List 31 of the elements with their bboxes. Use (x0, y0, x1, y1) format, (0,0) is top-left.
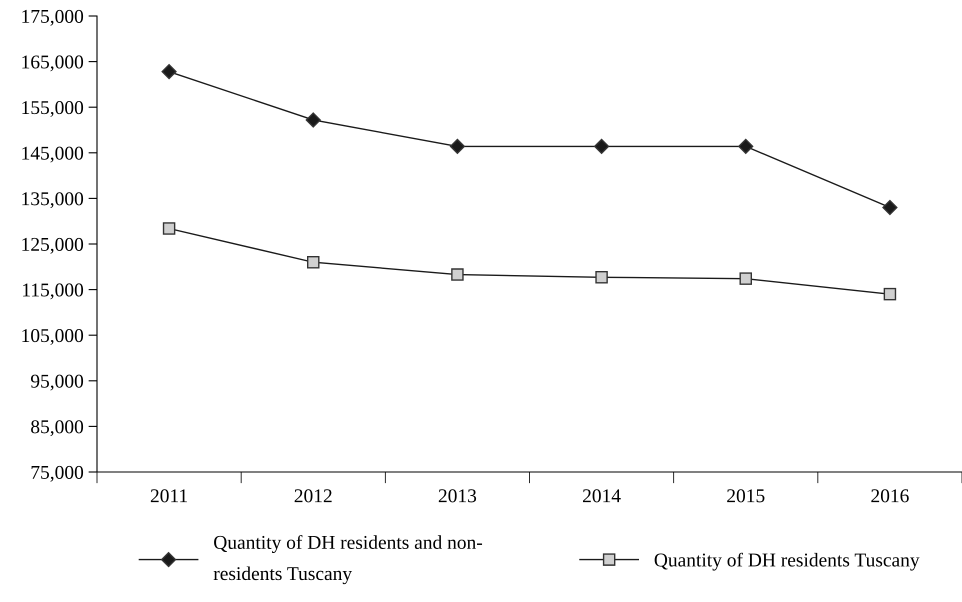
point (162, 222, 176, 235)
point (740, 272, 752, 285)
point (594, 138, 610, 154)
x-tick-label: 2012 (294, 489, 332, 502)
point (306, 112, 321, 128)
x-tick-label: 2016 (871, 489, 909, 502)
point (451, 268, 464, 281)
x-tick-label: 2011 (150, 489, 187, 502)
y-tick-label: 75,000 (32, 466, 84, 482)
y-tick-label: 115,000 (23, 283, 84, 300)
point (595, 271, 608, 284)
point (450, 138, 465, 154)
y-tick-label: 95,000 (30, 374, 84, 391)
x-tick-label: 2013 (438, 489, 476, 502)
legend-label: Quantity of DH residents Tuscany (654, 552, 920, 571)
point (162, 64, 177, 80)
point (882, 200, 898, 216)
y-tick-label: 175,000 (22, 10, 84, 26)
y-tick-label: 135,000 (22, 192, 84, 208)
y-tick-label: 105,000 (22, 329, 84, 345)
legend-label: Quantity of DH residents and non-residents Tuscany (214, 535, 482, 584)
y-tick-label: 155,000 (22, 101, 84, 117)
y-tick-label: 165,000 (22, 55, 84, 72)
point (307, 256, 320, 268)
x-tick-label: 2015 (727, 489, 764, 502)
point (738, 138, 754, 154)
y-tick-label: 125,000 (22, 238, 84, 254)
point (884, 288, 896, 300)
y-tick-label: 85,000 (31, 420, 84, 436)
y-tick-label: 145,000 (22, 146, 84, 163)
x-tick-label: 2014 (582, 489, 621, 502)
